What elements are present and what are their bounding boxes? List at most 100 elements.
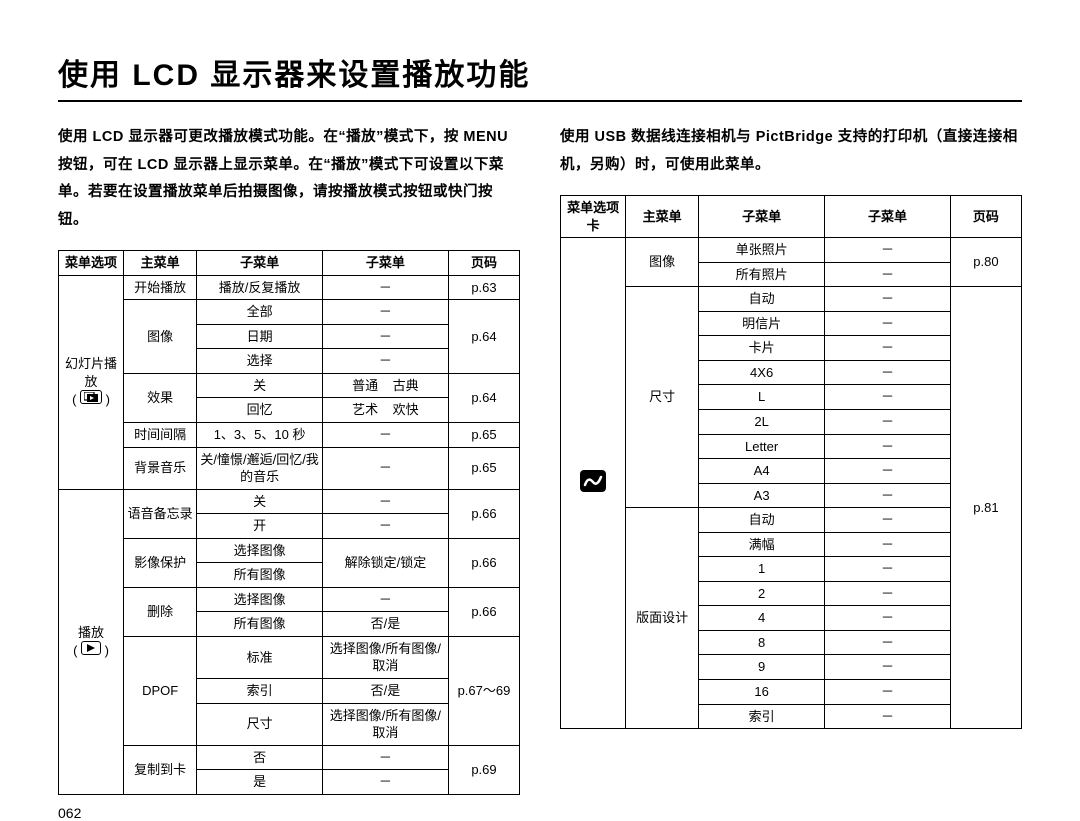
category-cell-playback: 播放 ( ) — [59, 489, 124, 794]
cell: p.66 — [448, 489, 519, 538]
table-row: 复制到卡 否 － p.69 — [59, 745, 520, 770]
th: 主菜单 — [626, 196, 699, 238]
table-row: 时间间隔 1、3、5、10 秒 － p.65 — [59, 423, 520, 448]
cell-text: 播放 — [78, 625, 104, 640]
th: 页码 — [950, 196, 1021, 238]
th: 子菜单 — [322, 251, 448, 276]
cell: － — [322, 324, 448, 349]
cell: 2 — [699, 581, 825, 606]
cell: p.81 — [950, 287, 1021, 729]
table-row: 播放 ( ) 语音备忘录 关 － p.66 — [59, 489, 520, 514]
cell: － — [825, 385, 951, 410]
cell: － — [825, 311, 951, 336]
cell: p.63 — [448, 275, 519, 300]
cell: － — [825, 238, 951, 263]
cell: 自动 — [699, 508, 825, 533]
cell: 关/憧憬/邂逅/回忆/我的音乐 — [197, 447, 323, 489]
cell: 选择图像/所有图像/取消 — [322, 703, 448, 745]
cell: 4 — [699, 606, 825, 631]
cell: 时间间隔 — [124, 423, 197, 448]
table-row: 图像 单张照片 － p.80 — [561, 238, 1022, 263]
table-row: 尺寸 自动 － p.81 — [561, 287, 1022, 312]
th: 主菜单 — [124, 251, 197, 276]
cell: p.69 — [448, 745, 519, 794]
cell: 回忆 — [197, 398, 323, 423]
cell: － — [322, 423, 448, 448]
cell: 9 — [699, 655, 825, 680]
cell: 索引 — [197, 679, 323, 704]
cell: p.67～69 — [448, 636, 519, 745]
cell: － — [322, 300, 448, 325]
cell: 所有照片 — [699, 262, 825, 287]
th: 菜单选项卡 — [561, 196, 626, 238]
cell: 1 — [699, 557, 825, 582]
cell: p.64 — [448, 300, 519, 374]
cell: 复制到卡 — [124, 745, 197, 794]
cell: Letter — [699, 434, 825, 459]
cell: － — [322, 745, 448, 770]
cell: 全部 — [197, 300, 323, 325]
th: 子菜单 — [699, 196, 825, 238]
cell: 明信片 — [699, 311, 825, 336]
page-number: 062 — [58, 805, 520, 821]
cell: p.80 — [950, 238, 1021, 287]
cell: A4 — [699, 459, 825, 484]
cell: 删除 — [124, 587, 197, 636]
cell: 解除锁定/锁定 — [322, 538, 448, 587]
cell: 关 — [197, 373, 323, 398]
category-cell-slideshow: 幻灯片播放 ( ) — [59, 275, 124, 489]
cell: 自动 — [699, 287, 825, 312]
cell: p.65 — [448, 423, 519, 448]
cell: － — [825, 434, 951, 459]
th: 页码 — [448, 251, 519, 276]
cell: － — [322, 514, 448, 539]
cell: 背景音乐 — [124, 447, 197, 489]
cell: p.64 — [448, 373, 519, 422]
left-intro-paragraph: 使用 LCD 显示器可更改播放模式功能。在“播放”模式下，按 MENU 按钮，可… — [58, 124, 520, 234]
cell: － — [825, 606, 951, 631]
cell: 1、3、5、10 秒 — [197, 423, 323, 448]
cell: 满幅 — [699, 532, 825, 557]
cell: － — [322, 587, 448, 612]
cell: － — [322, 349, 448, 374]
cell: p.65 — [448, 447, 519, 489]
cell: 关 — [197, 489, 323, 514]
cell: － — [825, 459, 951, 484]
table-header-row: 菜单选项 主菜单 子菜单 子菜单 页码 — [59, 251, 520, 276]
cell: DPOF — [124, 636, 197, 745]
cell: 卡片 — [699, 336, 825, 361]
slideshow-icon: ( ) — [72, 392, 110, 407]
cell: － — [825, 680, 951, 705]
cell: p.66 — [448, 538, 519, 587]
cell: 2L — [699, 410, 825, 435]
table-row: 效果 关 普通 古典 p.64 — [59, 373, 520, 398]
cell: 开始播放 — [124, 275, 197, 300]
cell: 播放/反复播放 — [197, 275, 323, 300]
table-row: 图像 全部 － p.64 — [59, 300, 520, 325]
cell: 图像 — [626, 238, 699, 287]
cell: A3 — [699, 483, 825, 508]
category-cell-pictbridge — [561, 238, 626, 729]
cell: － — [825, 483, 951, 508]
cell: － — [322, 275, 448, 300]
cell-text: 幻灯片播放 — [65, 356, 117, 389]
cell: － — [825, 557, 951, 582]
cell: 选择图像/所有图像/取消 — [322, 636, 448, 678]
cell: 语音备忘录 — [124, 489, 197, 538]
cell: 选择图像 — [197, 587, 323, 612]
cell: 开 — [197, 514, 323, 539]
cell: 8 — [699, 630, 825, 655]
cell: 索引 — [699, 704, 825, 729]
cell: － — [322, 447, 448, 489]
cell: － — [825, 360, 951, 385]
cell: 标准 — [197, 636, 323, 678]
cell: 日期 — [197, 324, 323, 349]
cell: 尺寸 — [197, 703, 323, 745]
pictbridge-menu-table: 菜单选项卡 主菜单 子菜单 子菜单 页码 图像 单张照片 － p.80 所有照 — [560, 195, 1022, 729]
playback-icon: ( ) — [73, 643, 109, 658]
cell: － — [825, 287, 951, 312]
cell: － — [825, 508, 951, 533]
cell: 否/是 — [322, 612, 448, 637]
cell: 效果 — [124, 373, 197, 422]
pictbridge-icon — [580, 480, 606, 495]
